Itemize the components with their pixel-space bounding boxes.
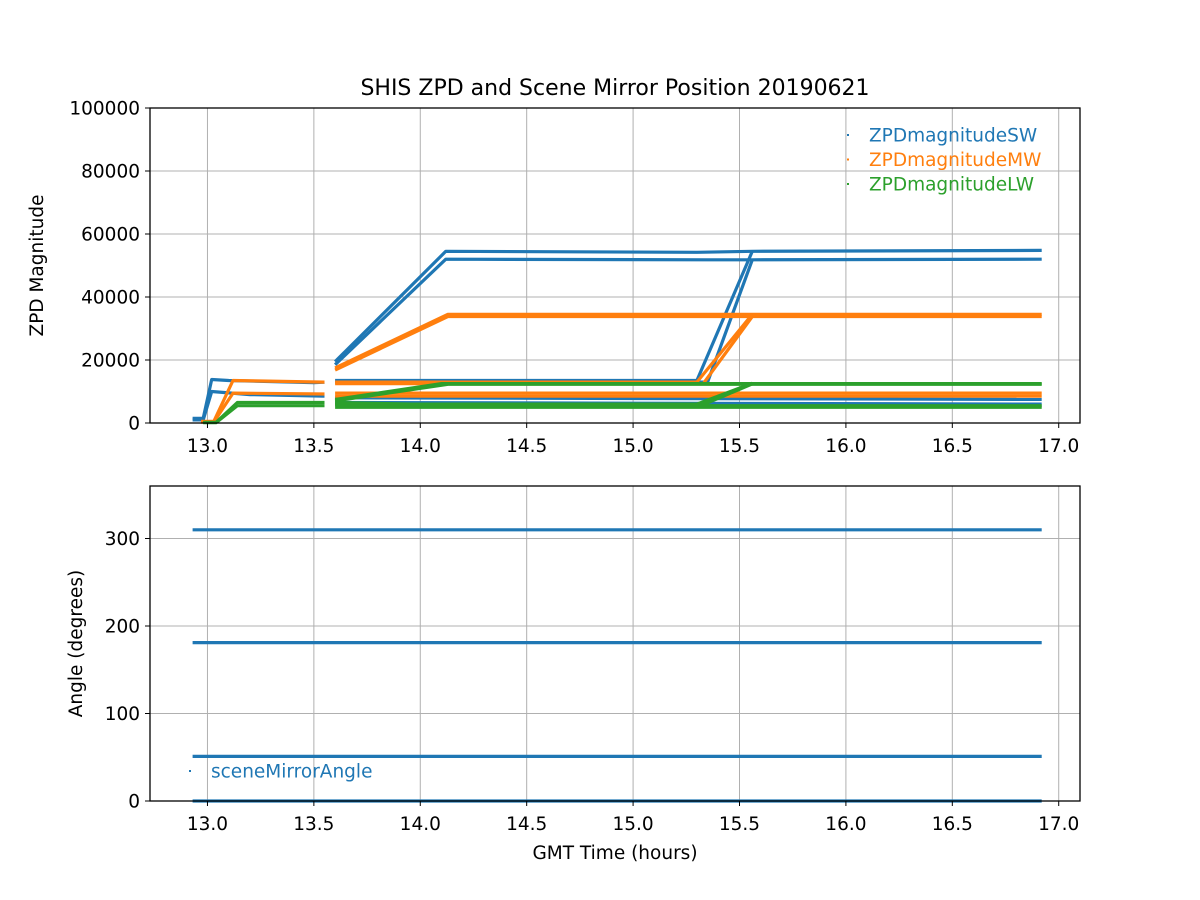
legend-marker-sceneMirrorAngle — [189, 770, 191, 772]
series-trace-ZPDmagnitudeSW-6 — [335, 396, 1042, 401]
y-ticks-top: 0 20000 40000 60000 80000 100000 — [69, 99, 150, 435]
zpd-data-series — [192, 248, 1042, 425]
y-axis-label-top: ZPD Magnitude — [27, 195, 48, 337]
x-tick-label: 13.5 — [293, 814, 334, 835]
x-tick-label: 16.5 — [932, 814, 973, 835]
x-tick-label: 15.5 — [719, 814, 760, 835]
y-tick-label: 0 — [128, 414, 140, 435]
x-tick-label: 13.0 — [187, 814, 228, 835]
y-tick-label: 200 — [105, 617, 140, 638]
x-tick-label: 14.0 — [400, 814, 441, 835]
legend-marker-ZPDmagnitudeMW — [847, 158, 849, 161]
x-tick-label: 17.0 — [1038, 814, 1079, 835]
chart-title: SHIS ZPD and Scene Mirror Position 20190… — [360, 76, 869, 101]
x-tick-label: 14.0 — [400, 436, 441, 457]
legend-bottom: sceneMirrorAngle — [189, 762, 372, 783]
y-tick-label: 100 — [105, 704, 140, 725]
scene-mirror-angle-panel: 13.0 13.5 14.0 14.5 15.0 15.5 16.0 16.5 17.0 0 10… — [66, 485, 1081, 864]
plot-frame-bottom — [149, 485, 1081, 802]
x-tick-label: 15.0 — [612, 814, 653, 835]
x-tick-label: 13.0 — [187, 436, 228, 457]
legend-label-sceneMirrorAngle: sceneMirrorAngle — [211, 762, 372, 783]
legend-marker-ZPDmagnitudeLW — [847, 183, 849, 185]
y-axis-label-bottom: Angle (degrees) — [66, 570, 87, 717]
legend-top: ZPDmagnitudeSW ZPDmagnitudeMW ZPDmagnitude… — [847, 126, 1041, 196]
y-tick-label: 0 — [128, 792, 140, 813]
y-tick-label: 100000 — [69, 99, 140, 120]
series-ZPDmagnitudeLW — [203, 381, 1042, 425]
x-ticks-bottom: 13.0 13.5 14.0 14.5 15.0 15.5 16.0 16.5 17.0 — [187, 801, 1079, 835]
x-tick-label: 16.5 — [932, 436, 973, 457]
x-tick-label: 14.5 — [506, 436, 547, 457]
series-trace-ZPDmagnitudeMW-3 — [334, 314, 1042, 372]
plot-frame-top — [149, 107, 1081, 424]
x-tick-label: 15.0 — [612, 436, 653, 457]
zpd-magnitude-panel: 13.0 13.5 14.0 14.5 15.0 15.5 16.0 16.5 17.0 0 20… — [27, 76, 1081, 457]
legend-marker-ZPDmagnitudeSW — [847, 134, 849, 136]
y-ticks-bottom: 0 100 200 300 — [105, 529, 150, 813]
x-tick-label: 17.0 — [1038, 436, 1079, 457]
series-trace-ZPDmagnitudeSW-3 — [333, 257, 1042, 366]
y-tick-label: 60000 — [81, 225, 140, 246]
legend-label-ZPDmagnitudeSW: ZPDmagnitudeSW — [869, 126, 1037, 147]
x-tick-label: 15.5 — [719, 436, 760, 457]
series-trace-ZPDmagnitudeMW-2 — [334, 312, 1042, 370]
y-tick-label: 80000 — [81, 162, 140, 183]
legend-label-ZPDmagnitudeMW: ZPDmagnitudeMW — [869, 150, 1041, 171]
series-trace-ZPDmagnitudeSW-2 — [333, 248, 1042, 363]
y-tick-label: 300 — [105, 529, 140, 550]
series-trace-ZPDmagnitudeSW-1 — [192, 389, 325, 422]
y-tick-label: 40000 — [81, 288, 140, 309]
series-trace-ZPDmagnitudeLW-3 — [334, 382, 1042, 403]
x-tick-label: 16.0 — [825, 814, 866, 835]
x-ticks-top: 13.0 13.5 14.0 14.5 15.0 15.5 16.0 16.5 17.0 — [187, 423, 1079, 457]
x-axis-label: GMT Time (hours) — [532, 843, 697, 864]
y-tick-label: 20000 — [81, 351, 140, 372]
x-tick-label: 13.5 — [293, 436, 334, 457]
x-tick-label: 14.5 — [506, 814, 547, 835]
x-tick-label: 16.0 — [825, 436, 866, 457]
legend-label-ZPDmagnitudeLW: ZPDmagnitudeLW — [869, 175, 1034, 196]
